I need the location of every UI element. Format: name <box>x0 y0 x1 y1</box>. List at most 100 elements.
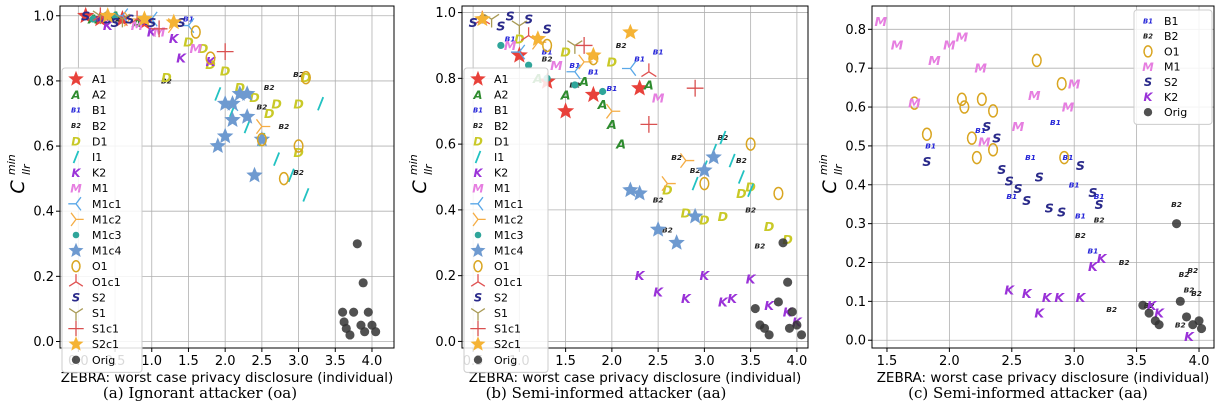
legend-marker-s1c1 <box>68 320 84 337</box>
point-s2: S <box>147 15 156 30</box>
legend-marker-s1 <box>68 308 84 321</box>
legend-label: S2 <box>494 291 508 304</box>
x-tick-label: 4.0 <box>362 354 383 369</box>
point-s2c1 <box>474 10 491 27</box>
point-b2: B2 <box>1144 301 1155 310</box>
y-tick-label: 0.6 <box>435 138 456 153</box>
legend-marker-o1 <box>71 259 81 273</box>
y-tick-label: 0.8 <box>845 23 866 38</box>
point-orig <box>1196 324 1207 334</box>
point-m1: M <box>190 41 203 56</box>
legend: A1 A A2 B1 B1 B2 B2 D D1 I1 K K2 M M1 M1c1 M1c2 M1c3 M1c4… <box>463 67 549 373</box>
legend-marker-o1c1 <box>470 274 486 287</box>
x-tick-label: 3.0 <box>694 354 715 369</box>
point-i1 <box>737 170 745 184</box>
legend-label: M1 <box>1164 61 1181 74</box>
point-m1: M <box>1062 100 1075 115</box>
legend-marker-s2: S <box>474 291 482 305</box>
x-tick-label: 1.5 <box>555 354 576 369</box>
y-tick-label: 0.2 <box>435 269 456 284</box>
legend-label: M1c2 <box>92 213 122 226</box>
point-m1c1 <box>510 44 526 60</box>
point-s2: S <box>1076 158 1085 173</box>
point-o1c1 <box>641 63 657 78</box>
point-b2: B2 <box>264 83 275 92</box>
legend-label: K2 <box>92 167 106 180</box>
point-s2c1 <box>99 7 116 23</box>
x-axis-label: ZEBRA: worst case privacy disclosure (in… <box>61 370 394 386</box>
point-s2: S <box>992 131 1001 146</box>
y-tick-label: 0.0 <box>33 335 54 350</box>
legend-label: B2 <box>494 120 509 133</box>
y-tick-label: 0.2 <box>33 270 54 285</box>
point-orig <box>787 307 797 317</box>
point-a1 <box>557 102 575 119</box>
panel-caption: (b) Semi-informed attacker (aa) <box>486 384 727 402</box>
point-b2: B2 <box>542 54 553 63</box>
point-b1: B1 <box>1025 153 1036 162</box>
point-m1c4 <box>622 181 639 198</box>
point-orig <box>778 238 788 248</box>
point-m1: M <box>1028 88 1041 103</box>
point-m1c3 <box>571 81 579 89</box>
point-k2: K <box>1022 286 1033 301</box>
legend-marker-d1: D <box>473 135 483 149</box>
point-o1 <box>988 143 999 157</box>
legend-box <box>1133 9 1213 125</box>
y-tick-label: 1.0 <box>33 9 54 24</box>
legend-label: I1 <box>494 151 504 164</box>
y-tick-label: 0.6 <box>845 101 866 116</box>
point-orig <box>338 307 348 317</box>
legend-marker-m1: M <box>472 181 484 195</box>
point-d1: D <box>764 219 774 234</box>
x-tick-label: 1.0 <box>141 354 162 369</box>
legend-label: B1 <box>92 104 107 117</box>
point-orig <box>345 330 355 340</box>
legend-marker-s1c1 <box>470 320 486 337</box>
point-k2: K <box>1034 306 1045 321</box>
y-axis-label-sub: llr <box>832 163 845 175</box>
point-o1 <box>1056 76 1067 91</box>
point-orig <box>1138 300 1148 310</box>
point-k2: K <box>176 51 187 66</box>
point-d1: D <box>718 209 728 224</box>
point-o1 <box>956 92 967 107</box>
point-orig <box>363 307 373 317</box>
point-k2: K <box>653 285 664 300</box>
y-axis-label-sup: min <box>5 154 18 175</box>
y-tick-label: 0.7 <box>845 62 866 77</box>
point-d1: D <box>264 106 274 121</box>
point-b1: B1 <box>606 84 617 93</box>
legend-marker-k2: K <box>72 166 82 180</box>
point-b2: B2 <box>745 206 756 215</box>
legend-label: Orig <box>92 354 115 367</box>
point-k2: K <box>746 272 757 287</box>
legend-marker-o1 <box>473 259 483 273</box>
point-d1: D <box>183 34 193 49</box>
legend-marker-i1 <box>72 150 80 164</box>
legend-label: O1 <box>494 260 510 273</box>
point-orig <box>792 320 802 330</box>
point-orig <box>1194 316 1204 326</box>
point-a1 <box>631 79 649 96</box>
legend-marker-d1: D <box>71 135 81 149</box>
point-orig <box>352 239 362 249</box>
point-a2: A <box>615 137 626 152</box>
point-b2: B2 <box>662 225 673 234</box>
point-m1c4 <box>209 137 226 153</box>
point-orig <box>1175 296 1185 306</box>
point-o1 <box>300 70 311 85</box>
point-m1c4 <box>216 127 234 144</box>
legend-label: Orig <box>1164 106 1187 119</box>
y-tick-label: 0.5 <box>845 139 866 154</box>
point-d1: D <box>736 186 746 201</box>
y-axis-label-main: C <box>7 180 29 194</box>
point-b2: B2 <box>1191 289 1202 298</box>
y-axis-label-sup: min <box>407 154 420 175</box>
point-k2: K <box>1184 329 1195 344</box>
point-k2: K <box>1154 306 1165 321</box>
x-tick-label: 3.5 <box>740 354 761 369</box>
legend-marker-m1c3 <box>474 231 482 239</box>
point-m1c4 <box>239 108 256 124</box>
